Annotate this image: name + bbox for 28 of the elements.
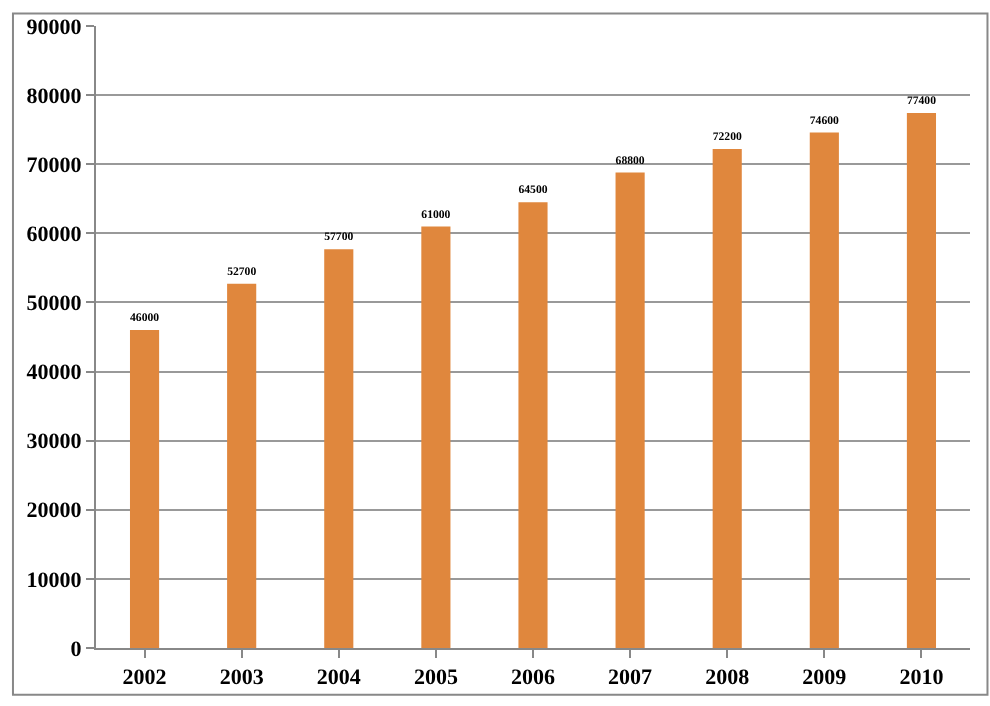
- y-tick-label: 30000: [26, 430, 83, 455]
- bar: [906, 113, 937, 648]
- y-tick-label: 20000: [26, 499, 83, 524]
- x-tick-label: 2007: [608, 666, 654, 691]
- y-tick-label: 0: [70, 637, 83, 662]
- bar: [615, 172, 645, 648]
- x-tick-label: 2010: [899, 666, 945, 691]
- x-tick-label: 2008: [705, 666, 751, 691]
- x-tick-label: 2004: [316, 666, 362, 691]
- y-tick-label: 40000: [26, 361, 83, 386]
- bar: [421, 226, 451, 648]
- bar: [809, 132, 839, 648]
- y-tick-label: 10000: [26, 568, 83, 593]
- bar: [324, 249, 354, 648]
- y-tick-label: 60000: [26, 223, 83, 248]
- y-tick-label: 90000: [26, 15, 83, 40]
- x-tick-label: 2005: [413, 666, 459, 691]
- y-tick-label: 80000: [26, 84, 83, 109]
- y-tick-label: 70000: [26, 153, 83, 178]
- bar: [518, 202, 548, 648]
- bar: [129, 330, 160, 648]
- y-tick-label: 50000: [26, 292, 83, 317]
- x-tick-label: 2009: [802, 666, 848, 691]
- bar: [712, 149, 742, 648]
- x-tick-label: 2006: [511, 666, 556, 691]
- x-tick-label: 2003: [219, 666, 265, 691]
- bar: [227, 283, 257, 648]
- x-tick-label: 2002: [122, 666, 168, 691]
